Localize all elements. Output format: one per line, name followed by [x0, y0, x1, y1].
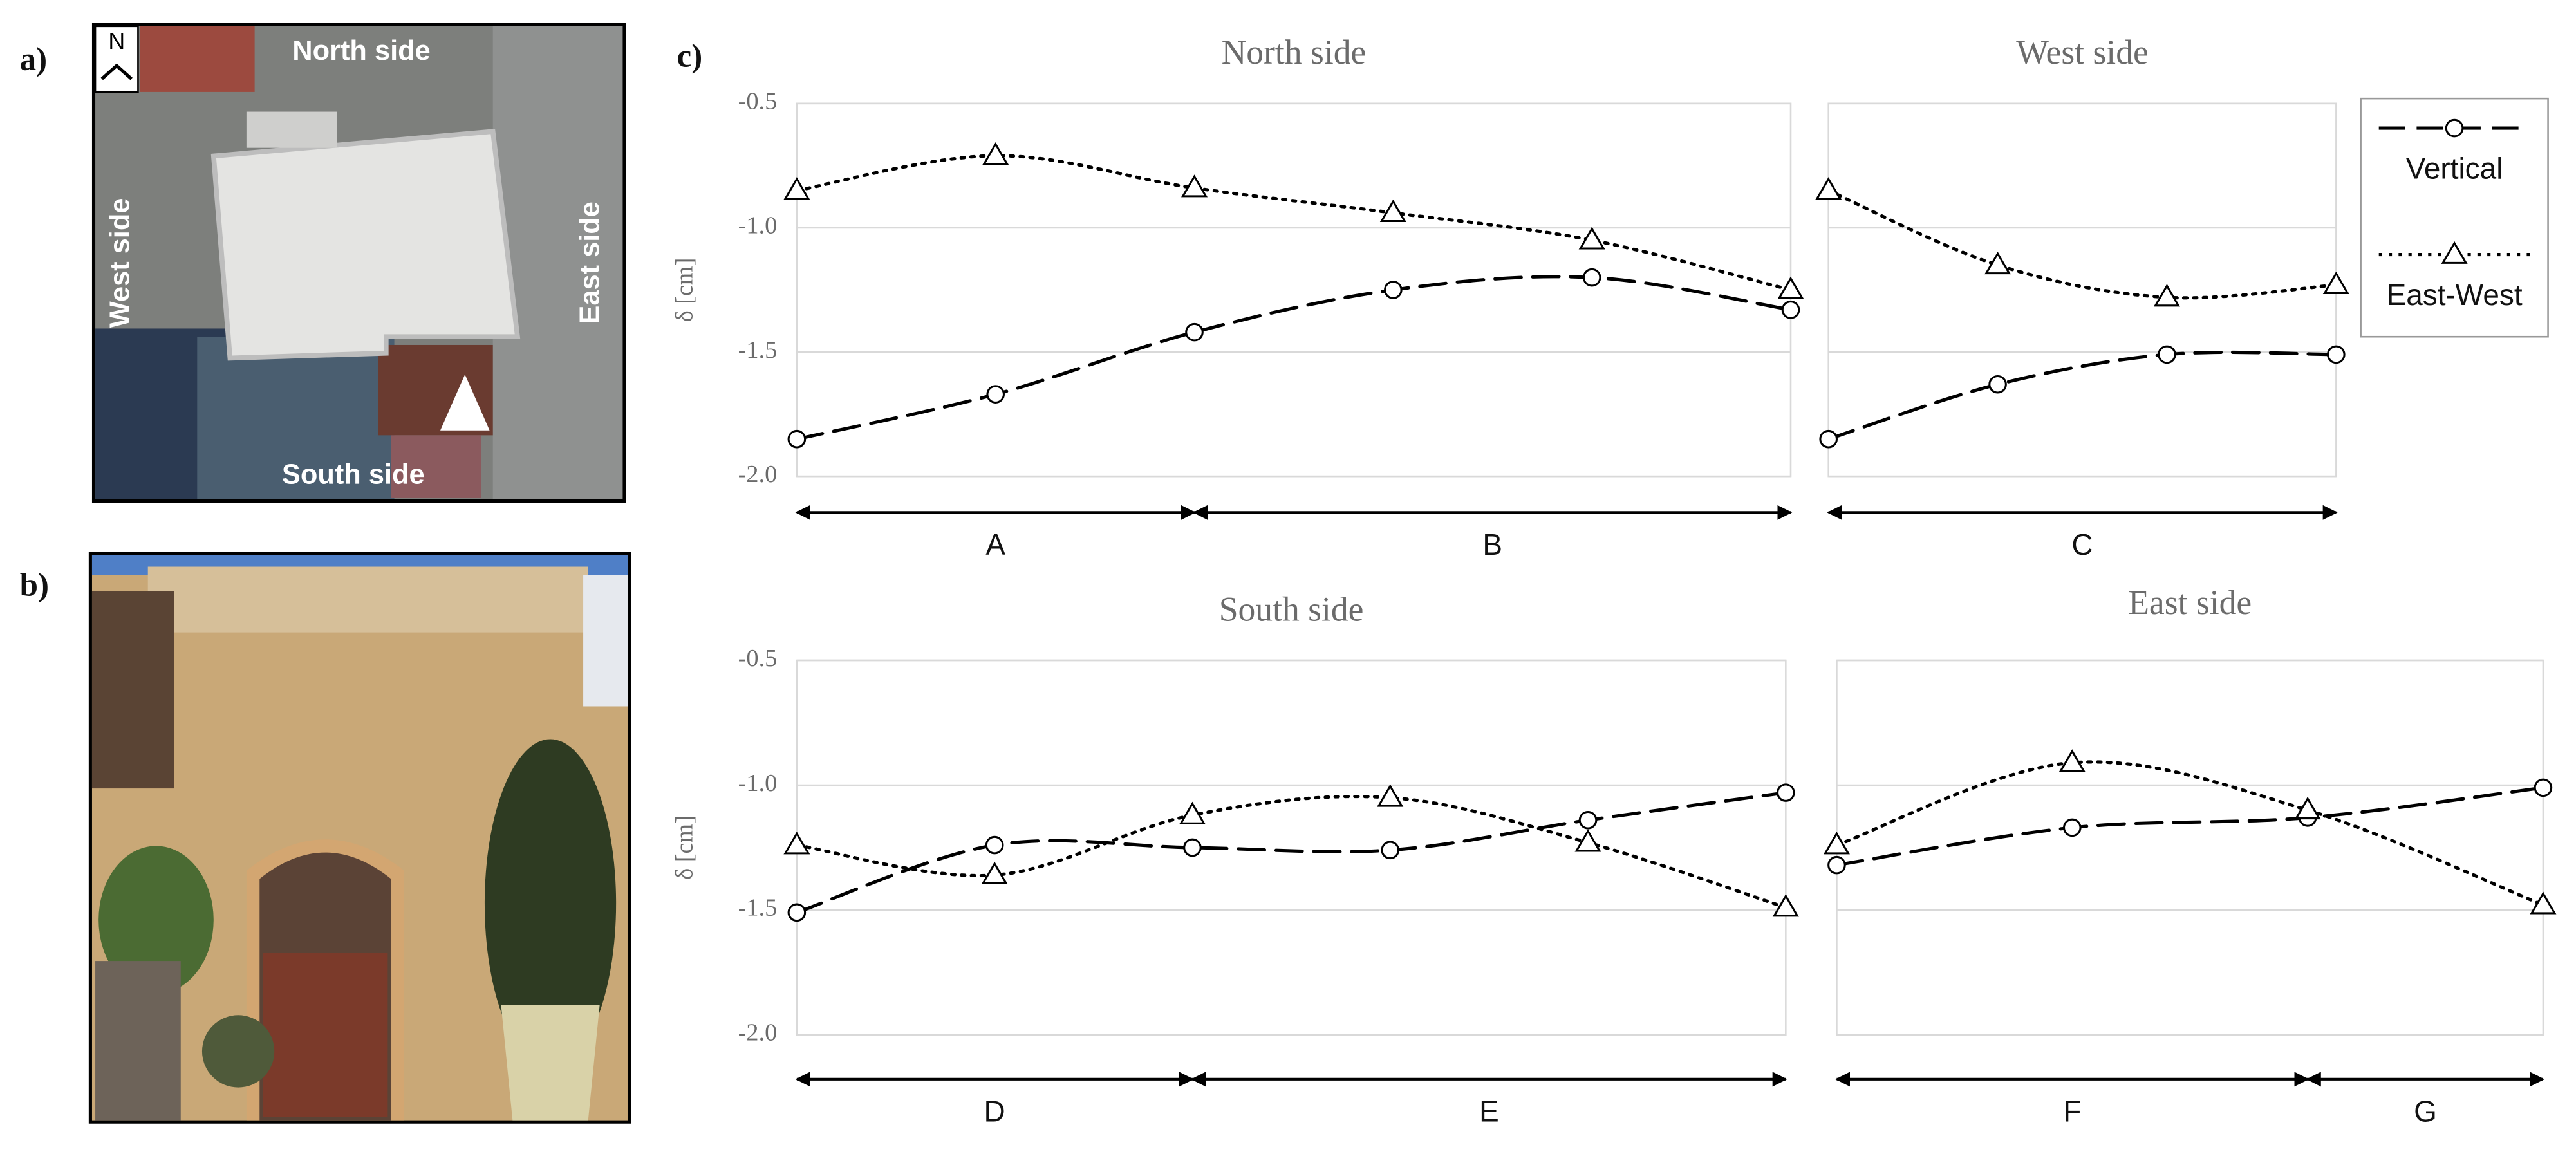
point: [2322, 271, 2349, 295]
segment-label: B: [1482, 528, 1502, 561]
y-axis-label: δ [cm]: [671, 815, 698, 880]
chart-title: West side: [2016, 33, 2149, 71]
point: [1381, 841, 1400, 860]
point: [986, 385, 1005, 404]
map-label: North side: [292, 35, 430, 66]
legend-marker: [2441, 241, 2468, 264]
y-axis-label: δ [cm]: [671, 258, 698, 322]
plot-frame: [796, 659, 1787, 1036]
legend-marker: [2445, 118, 2464, 138]
point: [1827, 855, 1846, 875]
y-tick-label: -1.5: [738, 337, 778, 364]
point: [1819, 429, 1838, 449]
panel-label: c): [677, 39, 703, 75]
point: [2534, 778, 2553, 797]
series-line: [1834, 760, 2545, 907]
legend-label: East-West: [2387, 278, 2523, 312]
legend-box: [2360, 97, 2549, 338]
point: [1777, 276, 1804, 299]
chart-title: North side: [1222, 33, 1367, 71]
series-line: [795, 275, 1793, 441]
segment-label: C: [2071, 528, 2093, 561]
y-tick-label: -0.5: [738, 645, 778, 672]
point: [1582, 268, 1601, 287]
point: [1815, 177, 1842, 200]
point: [2058, 749, 2086, 772]
point: [1183, 838, 1202, 857]
point: [2530, 891, 2557, 915]
chart-title: South side: [1219, 590, 1364, 628]
series-line: [1827, 189, 2338, 300]
point: [2153, 284, 2180, 307]
north-arrow: N: [108, 28, 125, 54]
panel-label: a): [20, 42, 48, 78]
y-tick-label: -0.5: [738, 88, 778, 115]
charts: -0.5 -1.0 -1.5 -2.0 North side δ [cm] A B West s…: [671, 33, 2557, 1128]
plot-frame: [1836, 659, 2544, 1036]
segment-label: D: [984, 1095, 1005, 1128]
segment-label: E: [1479, 1095, 1499, 1128]
point: [2294, 796, 2321, 820]
series-line: [1834, 786, 2545, 867]
point: [1379, 199, 1406, 223]
point: [1777, 783, 1795, 802]
segment-label: A: [985, 528, 1005, 561]
plot-frame: [1827, 102, 2337, 478]
point: [2158, 345, 2176, 364]
point: [1781, 301, 1800, 319]
point: [981, 861, 1008, 884]
series-line: [795, 791, 1787, 915]
panel-label: b): [20, 567, 49, 603]
point: [982, 142, 1009, 165]
y-tick-label: -2.0: [738, 1019, 778, 1047]
point: [2062, 818, 2082, 837]
facade-photo: [88, 552, 631, 1124]
y-tick-label: -1.0: [738, 770, 778, 797]
point: [1185, 322, 1204, 342]
map-label: West side: [104, 198, 135, 328]
legend-label: Vertical: [2406, 152, 2503, 185]
series-line: [795, 794, 1787, 909]
point: [2327, 345, 2346, 364]
segment-label: G: [2414, 1095, 2437, 1128]
point: [1578, 810, 1598, 830]
y-tick-label: -1.0: [738, 212, 778, 239]
point: [783, 177, 810, 200]
point: [783, 832, 810, 855]
point: [1823, 832, 1850, 855]
y-tick-label: -2.0: [738, 461, 778, 488]
point: [1181, 174, 1208, 198]
series-line: [1827, 350, 2338, 441]
point: [787, 429, 807, 449]
segment-label: F: [2063, 1095, 2081, 1128]
point: [1984, 251, 2011, 275]
point: [1377, 784, 1404, 807]
map-label: South side: [282, 460, 425, 490]
point: [1988, 375, 2007, 394]
aerial-photo: N North side West side East side South s…: [91, 23, 626, 503]
map-label: East side: [574, 201, 605, 324]
chart-title: East side: [2128, 583, 2252, 622]
point: [787, 903, 807, 922]
point: [985, 835, 1004, 855]
point: [1772, 894, 1799, 917]
y-tick-label: -1.5: [738, 895, 778, 922]
point: [1384, 281, 1403, 299]
point: [1179, 801, 1206, 824]
point: [1574, 829, 1601, 852]
series-line: [795, 154, 1793, 292]
point: [1578, 227, 1605, 250]
